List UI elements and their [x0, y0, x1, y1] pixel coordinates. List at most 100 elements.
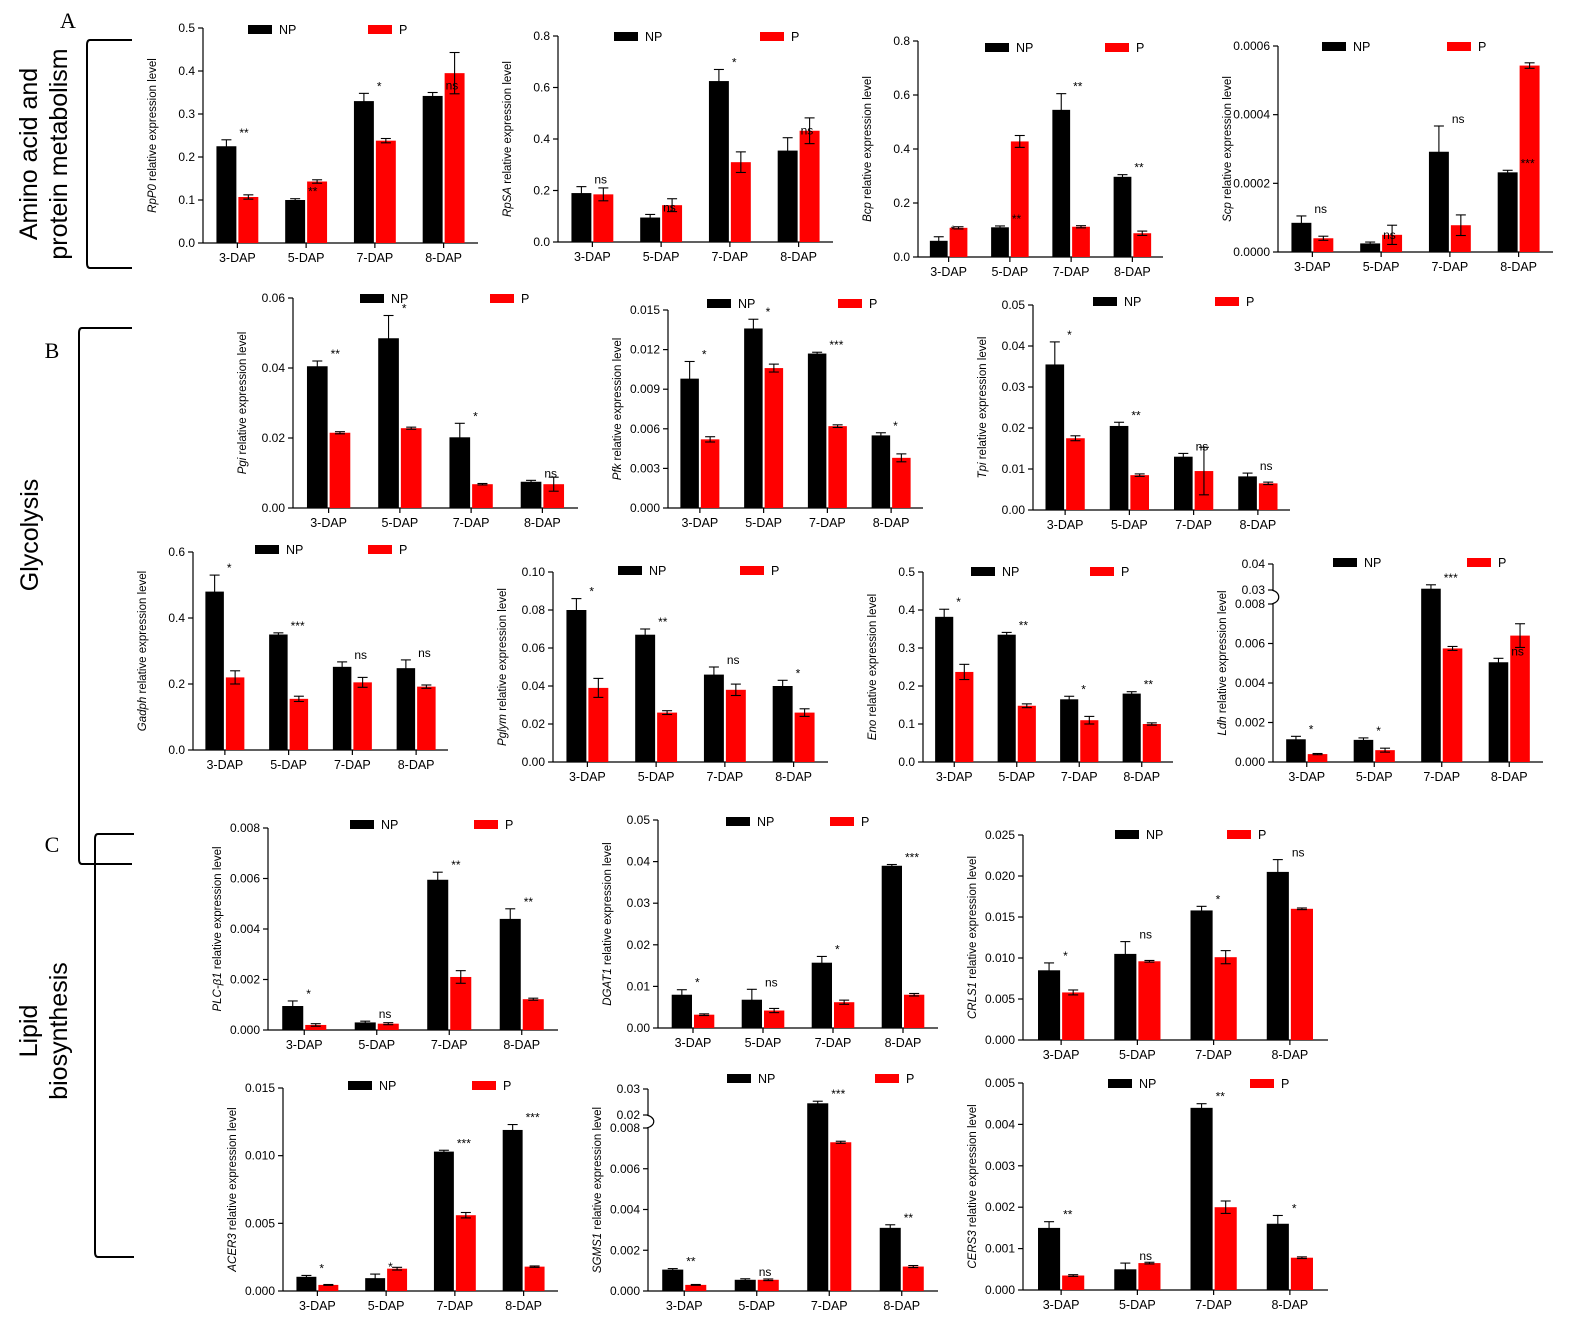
bar-np [1421, 588, 1441, 762]
significance-label: *** [905, 851, 919, 865]
bar-np [703, 674, 724, 762]
x-tick-label: 8-DAP [1271, 1298, 1308, 1312]
bar-p [1138, 961, 1161, 1040]
bar-np [1428, 151, 1449, 252]
bar-p [455, 1215, 476, 1291]
bar-np [499, 918, 521, 1030]
x-tick-label: 5-DAP [1119, 1298, 1156, 1312]
bar-np [935, 616, 954, 762]
legend-label-p: P [1246, 295, 1254, 309]
y-tick-label: 0.002 [1235, 716, 1265, 730]
significance-label: ** [1063, 1208, 1073, 1222]
bar-p [1010, 141, 1029, 257]
bar-np [1114, 1269, 1137, 1290]
y-tick-label: 0.2 [533, 184, 550, 198]
y-axis-label: SGMS1 relative expression level [592, 1107, 604, 1273]
x-tick-label: 5-DAP [1111, 518, 1148, 532]
y-tick-label: 0.04 [522, 679, 546, 693]
y-axis-label-suffix: relative expression level [592, 1107, 604, 1233]
bar-p [543, 484, 565, 508]
y-tick-label: 0.03 [627, 896, 651, 910]
x-tick-label: 3-DAP [286, 1038, 323, 1052]
legend-label-np: NP [1364, 556, 1381, 570]
legend-swatch-np [614, 32, 638, 41]
x-tick-label: 8-DAP [1500, 260, 1537, 274]
legend-swatch-p [830, 817, 854, 826]
legend-swatch-np [248, 25, 272, 34]
significance-label: ns [544, 466, 557, 480]
y-axis-label-suffix: relative expression level [862, 76, 874, 202]
y-tick-label: 0.004 [985, 1117, 1015, 1131]
legend-label-p: P [503, 1079, 511, 1093]
section-b: B Glycolysis [16, 327, 132, 865]
bar-p [1138, 1263, 1161, 1290]
bar-np [427, 879, 449, 1030]
significance-label: ns [759, 1265, 772, 1279]
bar-p [757, 1279, 779, 1291]
bar-p [764, 368, 784, 508]
section-bracket [78, 327, 132, 865]
bar-np [1286, 739, 1306, 762]
bar-p [1214, 957, 1237, 1040]
legend-swatch-p [838, 299, 862, 308]
bar-np [269, 634, 288, 750]
y-tick-label: 0.0 [533, 235, 550, 249]
significance-label: ns [1383, 228, 1396, 242]
panel-letter: C [45, 832, 60, 857]
significance-label: ** [1019, 618, 1029, 632]
x-tick-label: 3-DAP [681, 516, 718, 530]
bar-np [1114, 953, 1137, 1040]
significance-label: * [227, 561, 232, 575]
significance-label: ** [239, 126, 249, 140]
legend-label-p: P [1478, 40, 1486, 54]
chart-pgi: 0.00 0.02 0.04 0.06 Pgi relative expression … [237, 291, 578, 530]
bar-p [353, 682, 372, 750]
legend-label-p: P [505, 818, 513, 832]
y-tick-label: 0.8 [533, 29, 550, 43]
significance-label: ns [1314, 202, 1327, 216]
significance-label: ns [1139, 1249, 1152, 1263]
chart-dgat1: 0.00 0.01 0.02 0.03 0.04 0.05 DGAT1 relative e… [602, 813, 938, 1050]
significance-label: ** [686, 1255, 696, 1269]
bar-np [306, 366, 328, 508]
bar-np [1238, 476, 1257, 510]
section-label-line: biosynthesis [45, 962, 73, 1100]
y-tick-label: 0.0004 [1233, 108, 1270, 122]
section-c: C Lipid biosynthesis [15, 832, 134, 1258]
legend-swatch-np [707, 299, 731, 308]
bar-np [1266, 871, 1289, 1040]
significance-label: * [1081, 682, 1086, 696]
x-tick-label: 3-DAP [936, 770, 973, 784]
x-tick-label: 5-DAP [1363, 260, 1400, 274]
y-tick-label: 0.2 [898, 679, 915, 693]
legend-label-p: P [1121, 565, 1129, 579]
significance-label: ns [1196, 439, 1209, 453]
bar-np [1109, 425, 1129, 510]
legend-swatch-np [1093, 297, 1117, 306]
bar-p [1066, 438, 1085, 510]
x-tick-label: 7-DAP [811, 1299, 848, 1313]
y-tick-label: 0.0 [178, 236, 195, 250]
y-tick-label: 0.3 [178, 107, 195, 121]
x-tick-label: 7-DAP [356, 251, 393, 265]
x-tick-label: 7-DAP [1053, 265, 1090, 279]
legend-label-np: NP [381, 818, 398, 832]
significance-label: *** [291, 619, 305, 633]
significance-label: * [951, 223, 956, 237]
chart-pfk: 0.000 0.003 0.006 0.009 0.012 0.015 Pfk relati… [612, 297, 923, 530]
y-tick-label: 0.000 [630, 501, 660, 515]
bar-p [524, 1266, 545, 1291]
bar-p [588, 687, 609, 762]
bar-p [904, 994, 925, 1028]
y-tick-label: 0.05 [1002, 298, 1026, 312]
significance-label: *** [526, 1111, 540, 1125]
y-axis-label: Pfk relative expression level [612, 338, 624, 481]
y-tick-label: 0.00 [1002, 503, 1026, 517]
x-tick-label: 8-DAP [425, 251, 462, 265]
y-tick-label: 0.003 [630, 461, 660, 475]
x-tick-label: 5-DAP [358, 1038, 395, 1052]
chart-crls1: 0.000 0.005 0.010 0.015 0.020 0.025 CRLS1 rela… [967, 828, 1328, 1062]
legend-swatch-np [726, 817, 750, 826]
bar-p [472, 484, 493, 508]
